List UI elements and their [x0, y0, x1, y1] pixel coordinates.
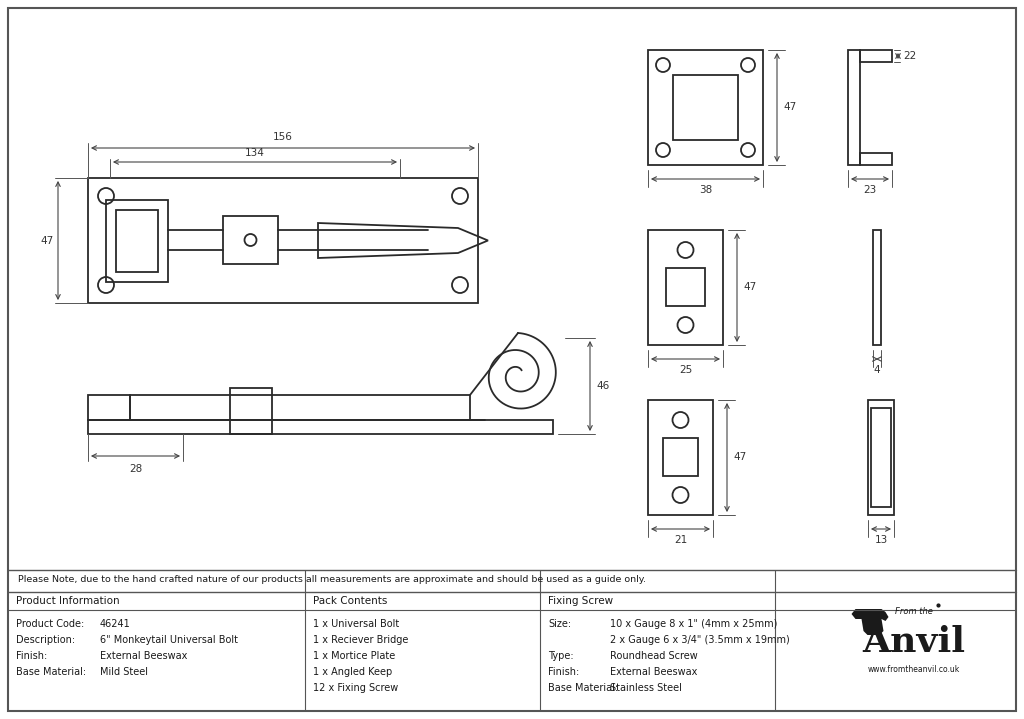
Text: 13: 13 [874, 535, 888, 545]
Polygon shape [861, 619, 884, 635]
Text: Size:: Size: [548, 619, 571, 629]
Text: www.fromtheanvil.co.uk: www.fromtheanvil.co.uk [867, 665, 959, 674]
Text: 21: 21 [674, 535, 687, 545]
Bar [848, 50, 860, 165]
Text: Please Note, due to the hand crafted nature of our products all measurements are: Please Note, due to the hand crafted nat… [18, 574, 646, 584]
Bar [648, 50, 763, 165]
Bar [873, 230, 881, 345]
Text: 1 x Reciever Bridge: 1 x Reciever Bridge [313, 635, 409, 645]
Text: From the: From the [895, 607, 933, 616]
Text: 6" Monkeytail Universal Bolt: 6" Monkeytail Universal Bolt [100, 635, 238, 645]
Text: 2 x Gauge 6 x 3/4" (3.5mm x 19mm): 2 x Gauge 6 x 3/4" (3.5mm x 19mm) [610, 635, 790, 645]
Bar [130, 395, 470, 420]
Text: Roundhead Screw: Roundhead Screw [610, 651, 697, 661]
Polygon shape [852, 609, 889, 621]
Text: Mild Steel: Mild Steel [100, 667, 148, 677]
Bar [860, 153, 892, 165]
Text: Finish:: Finish: [548, 667, 580, 677]
Bar [648, 400, 713, 515]
Text: Description:: Description: [16, 635, 75, 645]
Text: Anvil: Anvil [862, 625, 965, 659]
Bar [116, 210, 158, 272]
Bar [871, 408, 891, 507]
Text: 23: 23 [863, 185, 877, 195]
Bar [88, 178, 478, 303]
Text: 1 x Universal Bolt: 1 x Universal Bolt [313, 619, 399, 629]
Bar [88, 395, 130, 420]
Text: 38: 38 [698, 185, 712, 195]
Text: 47: 47 [733, 452, 746, 462]
Text: 46: 46 [596, 381, 609, 391]
Bar [673, 75, 738, 140]
Bar [230, 388, 272, 434]
Text: External Beeswax: External Beeswax [100, 651, 187, 661]
Bar [666, 268, 705, 306]
Text: 1 x Mortice Plate: 1 x Mortice Plate [313, 651, 395, 661]
Text: 12 x Fixing Screw: 12 x Fixing Screw [313, 683, 398, 693]
Text: 156: 156 [273, 132, 293, 142]
Bar [868, 400, 894, 515]
Text: Base Material:: Base Material: [16, 667, 86, 677]
Text: External Beeswax: External Beeswax [610, 667, 697, 677]
Text: Stainless Steel: Stainless Steel [610, 683, 682, 693]
Text: 47: 47 [41, 236, 54, 245]
Text: 46241: 46241 [100, 619, 131, 629]
Text: 4: 4 [873, 365, 881, 375]
Text: Finish:: Finish: [16, 651, 47, 661]
Bar [88, 420, 553, 434]
Text: 47: 47 [783, 103, 797, 112]
Text: Pack Contents: Pack Contents [313, 596, 387, 606]
Text: Type:: Type: [548, 651, 573, 661]
Bar [663, 438, 698, 476]
Text: 28: 28 [129, 464, 142, 474]
Text: 1 x Angled Keep: 1 x Angled Keep [313, 667, 392, 677]
Text: Product Information: Product Information [16, 596, 120, 606]
Text: 25: 25 [679, 365, 692, 375]
Text: Base Material:: Base Material: [548, 683, 618, 693]
Text: Product Code:: Product Code: [16, 619, 84, 629]
Text: Fixing Screw: Fixing Screw [548, 596, 613, 606]
Bar [223, 216, 278, 264]
Text: 47: 47 [743, 283, 757, 293]
Text: 22: 22 [903, 51, 916, 61]
Bar [106, 200, 168, 282]
Text: 10 x Gauge 8 x 1" (4mm x 25mm): 10 x Gauge 8 x 1" (4mm x 25mm) [610, 619, 777, 629]
Text: 134: 134 [245, 148, 265, 158]
Bar [860, 50, 892, 62]
Bar [648, 230, 723, 345]
